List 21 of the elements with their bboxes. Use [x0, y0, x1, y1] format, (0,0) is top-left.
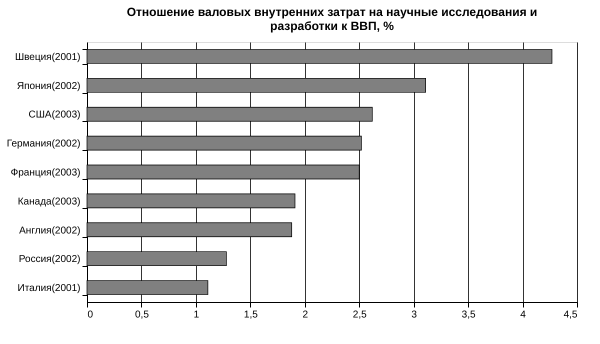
x-tick-label: 0	[88, 310, 94, 320]
x-tick-label: 4,5	[564, 310, 578, 320]
y-tick-label: Франция(2003)	[10, 168, 80, 178]
x-tick-label: 2	[302, 310, 308, 320]
y-tick-label: Россия(2002)	[18, 254, 80, 266]
y-tick-label: Япония(2002)	[16, 80, 80, 92]
y-tick-label: Канада(2003)	[18, 196, 80, 208]
y-tick-label: Италия(2001)	[18, 283, 80, 294]
x-tick-label: 3	[411, 310, 418, 320]
x-tick-label: 0,5	[134, 310, 150, 320]
y-tick-label: США(2003)	[28, 110, 80, 121]
y-tick-label: Англия(2002)	[19, 225, 80, 236]
x-tick-label: 2,5	[352, 310, 368, 320]
x-tick-label: 3,5	[462, 310, 476, 320]
text: разработки к ВВП, %	[270, 19, 394, 33]
x-tick-label: 1,5	[244, 310, 258, 320]
x-tick-label: 4	[520, 310, 526, 320]
text: Отношение валовых внутренних затрат на научные исследования и	[126, 5, 538, 19]
y-tick-label: Швеция(2001)	[14, 52, 80, 63]
y-tick-label: Германия(2002)	[6, 138, 80, 150]
x-tick-label: 1	[194, 310, 200, 320]
